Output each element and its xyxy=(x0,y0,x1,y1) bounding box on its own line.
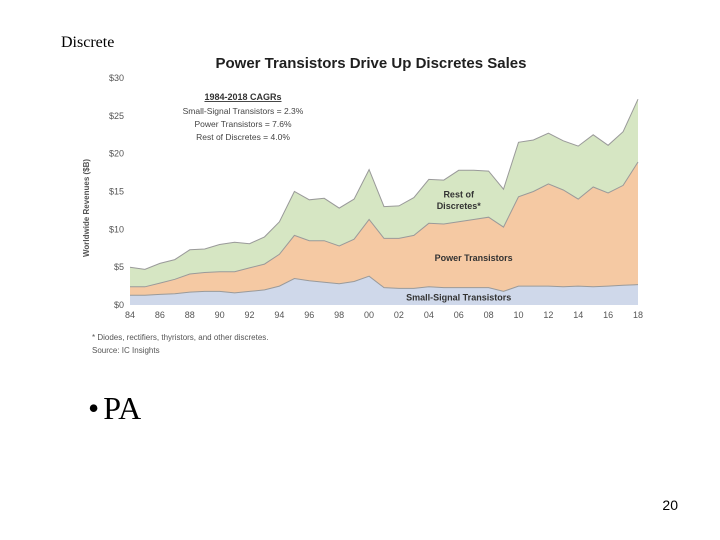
y-tick-label: $30 xyxy=(109,73,124,83)
x-tick-label: 86 xyxy=(155,310,165,320)
area-small-signal-transistors xyxy=(130,276,638,305)
slide-heading: Discrete xyxy=(61,34,115,51)
y-tick-label: $10 xyxy=(109,224,124,234)
y-tick-label: $0 xyxy=(114,300,124,310)
y-tick-label: $20 xyxy=(109,149,124,159)
bullet-marker: • xyxy=(88,390,100,426)
x-tick-label: 94 xyxy=(274,310,284,320)
chart-footnote: * Diodes, rectifiers, thyristors, and ot… xyxy=(92,333,269,342)
x-tick-label: 00 xyxy=(364,310,374,320)
x-tick-label: 96 xyxy=(304,310,314,320)
y-axis-title: Worldwide Revenues ($B) xyxy=(82,159,91,257)
area-power-transistors-edge xyxy=(130,161,639,288)
area-label-small-signal-transistors: Small-Signal Transistors xyxy=(406,292,511,302)
x-tick-label: 04 xyxy=(424,310,434,320)
bullet-text: PA xyxy=(103,390,142,426)
cagr-line-power: Power Transistors = 7.6% xyxy=(194,119,292,129)
cagr-line-small-signal: Small-Signal Transistors = 2.3% xyxy=(183,106,304,116)
y-tick-label: $15 xyxy=(109,187,124,197)
area-label-power-transistors: Power Transistors xyxy=(435,253,513,263)
x-tick-label: 90 xyxy=(215,310,225,320)
x-tick-label: 92 xyxy=(245,310,255,320)
y-tick-label: $5 xyxy=(114,262,124,272)
x-tick-label: 84 xyxy=(125,310,135,320)
x-tick-label: 18 xyxy=(633,310,643,320)
area-label-rest-of-discretes-line2: Discretes* xyxy=(437,201,482,211)
x-tick-label: 08 xyxy=(484,310,494,320)
chart-title: Power Transistors Drive Up Discretes Sal… xyxy=(216,55,527,72)
bullet-item: • PA xyxy=(88,390,141,427)
discretes-sales-chart: Power Transistors Drive Up Discretes Sal… xyxy=(82,55,643,355)
area-label-rest-of-discretes-line1: Rest of xyxy=(443,190,475,200)
x-tick-label: 88 xyxy=(185,310,195,320)
x-tick-label: 14 xyxy=(573,310,583,320)
page-number: 20 xyxy=(662,497,678,513)
x-tick-label: 16 xyxy=(603,310,613,320)
area-small-signal-transistors-edge xyxy=(130,275,639,296)
area-rest-of-discretes-edge xyxy=(129,98,639,270)
y-tick-label: $25 xyxy=(109,111,124,121)
x-tick-label: 10 xyxy=(513,310,523,320)
x-tick-label: 98 xyxy=(334,310,344,320)
x-tick-label: 12 xyxy=(543,310,553,320)
chart-source: Source: IC Insights xyxy=(92,346,160,355)
cagr-heading: 1984-2018 CAGRs xyxy=(204,92,281,102)
area-power-transistors xyxy=(130,162,638,296)
cagr-line-rest: Rest of Discretes = 4.0% xyxy=(196,132,290,142)
area-rest-of-discretes xyxy=(130,99,638,287)
x-tick-label: 06 xyxy=(454,310,464,320)
x-tick-label: 02 xyxy=(394,310,404,320)
